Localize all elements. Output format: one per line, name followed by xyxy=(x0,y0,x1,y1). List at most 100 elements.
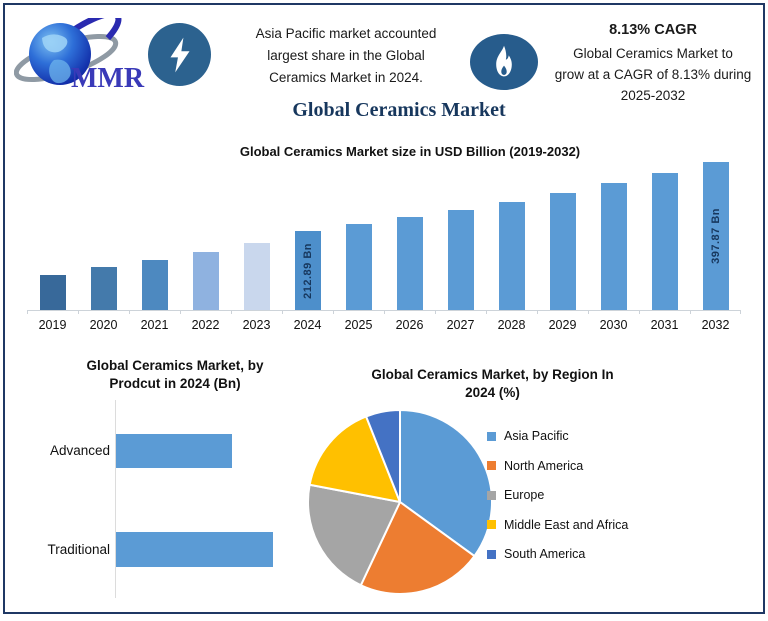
callout-line-2: largest share in the Global xyxy=(267,48,425,63)
region-chart-title-line-1: Global Ceramics Market, by Region In xyxy=(371,367,614,382)
x-axis-tick xyxy=(435,310,436,314)
product-chart-plot: Advanced Traditional xyxy=(18,400,308,600)
legend-item-europe: Europe xyxy=(487,488,628,502)
legend-swatch xyxy=(487,520,496,529)
pie-slice-south-america xyxy=(365,409,401,503)
flame-icon xyxy=(496,45,512,77)
product-bar-traditional xyxy=(116,532,273,567)
bar-2031 xyxy=(651,173,678,310)
bar-column-2025 xyxy=(333,160,384,310)
x-axis-tick xyxy=(78,310,79,314)
page-title: Global Ceramics Market xyxy=(292,99,506,121)
legend-label: Europe xyxy=(504,488,545,502)
legend-label: North America xyxy=(504,458,584,473)
bar-column-2032: 397.87 Bn xyxy=(690,160,741,310)
bar-2019 xyxy=(39,275,66,310)
bar-2020 xyxy=(90,267,117,310)
bar-column-2030 xyxy=(588,160,639,310)
lightning-badge xyxy=(148,23,211,86)
legend-swatch xyxy=(487,549,496,559)
x-axis-tick xyxy=(486,310,487,314)
x-axis-tick xyxy=(384,310,385,314)
x-tick-label-2032: 2032 xyxy=(701,318,730,332)
bar-column-2023 xyxy=(231,160,282,310)
callout-line-3: Ceramics Market in 2024. xyxy=(269,70,423,85)
callout-line-1: Asia Pacific market accounted xyxy=(255,26,437,41)
x-tick-label-2025: 2025 xyxy=(344,318,373,332)
bar-column-2022 xyxy=(180,160,231,310)
x-axis-tick xyxy=(537,310,538,314)
product-label-traditional: Traditional xyxy=(47,541,110,557)
product-chart-title-line-1: Global Ceramics Market, by xyxy=(86,358,264,373)
legend-item-middle-east-and-africa: Middle East and Africa xyxy=(487,518,628,532)
x-axis-tick xyxy=(180,310,181,314)
x-tick-label-2024: 2024 xyxy=(293,318,322,332)
bar-column-2020 xyxy=(78,160,129,310)
x-tick-label-2030: 2030 xyxy=(599,318,628,332)
bar-2026 xyxy=(396,217,423,310)
bar-2032: 397.87 Bn xyxy=(702,162,729,310)
x-tick-label-2022: 2022 xyxy=(191,318,220,332)
bar-2024: 212.89 Bn xyxy=(294,231,321,310)
legend-label: South America xyxy=(504,547,586,561)
bar-column-2019 xyxy=(27,160,78,310)
x-tick-label-2020: 2020 xyxy=(89,318,118,332)
bar-column-2026 xyxy=(384,160,435,310)
bar-2028 xyxy=(498,202,525,310)
legend-swatch xyxy=(487,461,496,470)
bar-chart-title: Global Ceramics Market size in USD Billi… xyxy=(239,144,581,159)
region-legend: Asia Pacific North America Europe Middle Ea… xyxy=(487,429,628,577)
bar-value-label-2024: 212.89 Bn xyxy=(301,242,314,299)
bar-2022 xyxy=(192,252,219,310)
bar-2029 xyxy=(549,193,576,310)
cagr-title: 8.13% CAGR xyxy=(609,22,697,38)
bar-2021 xyxy=(141,260,168,310)
globe-icon: MMR xyxy=(13,11,145,94)
x-axis-tick xyxy=(588,310,589,314)
x-axis-tick xyxy=(129,310,130,314)
x-axis-tick xyxy=(740,310,741,314)
bar-2023 xyxy=(243,243,270,310)
product-bar-advanced xyxy=(116,434,232,468)
region-chart-title-line-2: 2024 (%) xyxy=(465,385,520,400)
legend-swatch xyxy=(487,431,496,441)
x-axis-tick xyxy=(333,310,334,314)
pie-slice-asia-pacific xyxy=(399,409,493,558)
x-axis-tick xyxy=(690,310,691,314)
logo-text: MMR xyxy=(71,63,145,94)
flame-badge xyxy=(470,34,538,90)
bar-2027 xyxy=(447,210,474,310)
pie-slice-middle-east-and-africa xyxy=(308,415,401,503)
bar-column-2031 xyxy=(639,160,690,310)
product-chart-axis xyxy=(115,400,116,598)
legend-label: Middle East and Africa xyxy=(504,517,629,532)
bar-column-2028 xyxy=(486,160,537,310)
region-chart-title: Global Ceramics Market, by Region In 202… xyxy=(320,366,665,402)
x-axis-tick xyxy=(639,310,640,314)
legend-item-asia-pacific: Asia Pacific xyxy=(487,429,628,443)
mmr-logo: MMR xyxy=(13,11,146,96)
x-tick-label-2029: 2029 xyxy=(548,318,577,332)
bar-chart-plot: 2019 2020 2021 2022 2023 212.89 Bn 2024 2025 202… xyxy=(27,160,741,332)
legend-label: Asia Pacific xyxy=(504,429,569,443)
cagr-line-1: Global Ceramics Market to xyxy=(573,46,733,61)
legend-item-south-america: South America xyxy=(487,547,628,561)
cagr-line-3: 2025-2032 xyxy=(620,88,686,103)
legend-item-north-america: North America xyxy=(487,459,628,473)
bar-2025 xyxy=(345,224,372,310)
product-label-advanced: Advanced xyxy=(49,443,110,458)
x-tick-label-2027: 2027 xyxy=(446,318,475,332)
cagr-line-2: grow at a CAGR of 8.13% during xyxy=(554,67,752,82)
x-tick-label-2023: 2023 xyxy=(242,318,271,332)
cagr-block: 8.13% CAGR Global Ceramics Market to gro… xyxy=(543,22,763,106)
bar-column-2024: 212.89 Bn xyxy=(282,160,333,310)
bar-column-2027 xyxy=(435,160,486,310)
bar-column-2029 xyxy=(537,160,588,310)
x-axis-tick xyxy=(27,310,28,314)
x-tick-label-2031: 2031 xyxy=(650,318,679,332)
bar-2030 xyxy=(600,183,627,310)
product-chart-title: Global Ceramics Market, by Prodcut in 20… xyxy=(55,357,295,393)
x-tick-label-2028: 2028 xyxy=(497,318,526,332)
product-chart-title-line-2: Prodcut in 2024 (Bn) xyxy=(109,376,241,391)
